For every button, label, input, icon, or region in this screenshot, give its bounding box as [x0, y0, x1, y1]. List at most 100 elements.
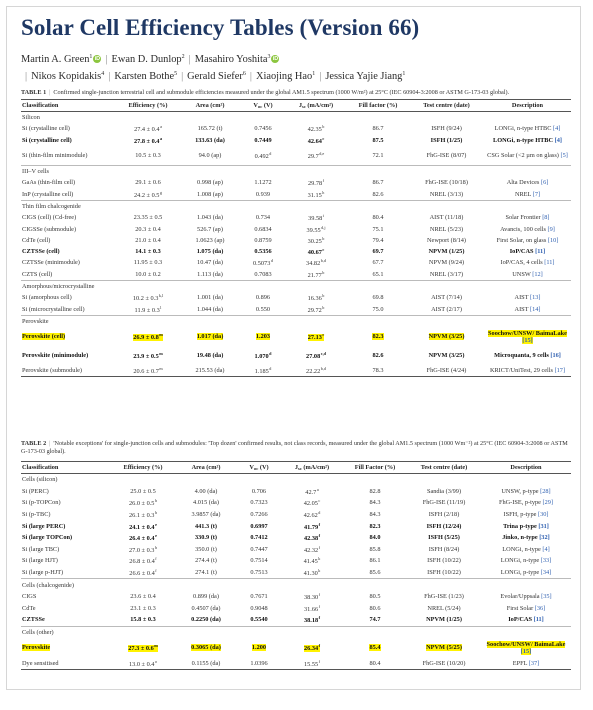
description-text: IoP/CAS — [508, 616, 534, 624]
cell-content: 330.9 (t) — [195, 534, 217, 541]
citation-link[interactable]: [6] — [540, 179, 549, 187]
cell-content: 27.0 ± 0.3b — [129, 545, 157, 554]
description-text: FhG-ISE, p-type — [498, 499, 543, 507]
cell-content: 1.203 — [255, 333, 271, 341]
cell-content: 10.0 ± 0.2 — [135, 271, 161, 278]
cell-value: 26.0 ± 0.5 — [128, 500, 155, 508]
citation-link[interactable]: [30] — [537, 511, 549, 519]
cell-voc: 0.5073d — [241, 257, 285, 268]
cell-value: 85.8 — [369, 545, 381, 553]
cell-content: 0.2250 (da) — [191, 616, 221, 623]
cell-value: Si (PERC) — [22, 487, 49, 495]
cell-voc: 0.550 — [241, 303, 285, 315]
cell-value: Si (thin-film minimodule) — [22, 151, 88, 159]
cell-content: 0.939 — [256, 191, 270, 198]
footnote-marker: i — [322, 213, 324, 219]
cell-description: IoP/CAS [11] — [481, 614, 571, 626]
cell-content: Si (p-TBC) — [22, 511, 51, 518]
cell-value: 0.7514 — [250, 557, 268, 565]
citation-link[interactable]: [28] — [540, 487, 551, 495]
cell-value: 39.55 — [306, 226, 321, 234]
citation-link[interactable]: [7] — [532, 190, 541, 198]
footnote-marker: c — [318, 498, 321, 504]
footnote-marker: a — [316, 486, 319, 492]
cell-content: 82.3 — [372, 333, 384, 341]
cell-content: Newport (8/14) — [427, 237, 466, 244]
cell-classification: Si (amorphous cell) — [21, 292, 117, 303]
cell-content: IoP/CAS [11] — [510, 248, 546, 255]
cell-content: AIST (7/14) — [431, 294, 462, 301]
cell-test-centre: NPVM (1/25) — [409, 246, 484, 257]
citation-link[interactable]: [11] — [544, 259, 555, 267]
cell-description: KRICT/UniTest, 29 cells [17] — [484, 365, 571, 378]
orcid-icon[interactable]: iD — [93, 55, 102, 63]
cell-classification: Perovskite — [21, 638, 111, 657]
cell-value: NREL (3/17) — [429, 270, 464, 278]
cell-content: 31.66f — [304, 604, 320, 613]
group-row: III–V cells — [21, 164, 571, 178]
cell-content: CIGS (cell) (Cd-free) — [22, 214, 76, 221]
cell-content: CZTSSe — [22, 616, 45, 623]
column-header-test-centre: Test centre (date) — [409, 99, 484, 112]
citation-link[interactable]: [14] — [529, 305, 541, 313]
cell-content: 0.734 — [256, 214, 270, 221]
citation-link[interactable]: [37] — [528, 659, 540, 667]
citation-link[interactable]: [32] — [539, 534, 550, 542]
cell-fill-factor: 86.7 — [347, 123, 409, 134]
table-row: CZTSSe (cell) 14.1 ± 0.3 1.075 (da) 0.5356 4… — [21, 246, 571, 257]
table-row: Dye sensitised 13.0 ± 0.4o 0.1155 (da) 1.03… — [21, 657, 571, 670]
citation-link[interactable]: [11] — [533, 616, 544, 624]
citation-link[interactable]: [8] — [542, 214, 550, 222]
cell-value: 26.1 ± 0.3 — [128, 512, 155, 520]
cell-content: FhG-ISE, p-type [29] — [499, 499, 553, 506]
citation-link[interactable]: [10] — [547, 236, 559, 244]
citation-link[interactable]: [4] — [553, 125, 561, 133]
affiliation-marker: 1 — [402, 71, 406, 77]
cell-content: 86.7 — [372, 125, 383, 132]
cell-test-centre: NPVM (3/25) — [409, 327, 484, 346]
cell-jsc: 15.55f — [281, 657, 343, 670]
footnote-marker: c,d — [320, 351, 326, 357]
citation-link[interactable]: [31] — [538, 522, 549, 530]
citation-link[interactable]: [15] — [522, 336, 533, 344]
citation-link[interactable]: [12] — [532, 270, 543, 278]
citation-link[interactable]: [33] — [540, 557, 552, 565]
cell-fill-factor: 78.3 — [347, 365, 409, 378]
citation-link[interactable]: [4] — [554, 136, 562, 144]
citation-link[interactable]: [4] — [542, 545, 550, 553]
cell-voc: 0.7447 — [237, 544, 281, 556]
citation-link[interactable]: [36] — [534, 604, 546, 612]
cell-value: Si (p-TBC) — [22, 511, 51, 519]
description-text: Solar Frontier — [505, 214, 543, 222]
cell-description: IoP/CAS [11] — [484, 246, 571, 257]
cell-voc: 0.5356 — [241, 246, 285, 257]
description-text: LONGi, n-type HTBC — [493, 136, 555, 144]
citation-link[interactable]: [9] — [547, 225, 555, 233]
cell-jsc: 42.64c — [285, 135, 347, 146]
cell-value: 19.48 (da) — [196, 352, 224, 360]
cell-fill-factor: 84.3 — [343, 497, 407, 509]
citation-link[interactable]: [29] — [542, 499, 554, 507]
citation-link[interactable]: [15] — [520, 647, 532, 655]
orcid-icon[interactable]: iD — [271, 55, 280, 63]
cell-description: AIST [14] — [484, 303, 571, 315]
citation-link[interactable]: [17] — [554, 367, 566, 375]
citation-link[interactable]: [16] — [550, 352, 561, 360]
cell-efficiency: 27.8 ± 0.4a — [117, 135, 179, 146]
cell-content: Si (large HJT) — [22, 557, 58, 564]
table-row: CZTSSe 15.8 ± 0.3 0.2250 (da) 0.5540 38.18f 7… — [21, 614, 571, 626]
cell-voc: 1.200 — [237, 638, 281, 657]
footnote-marker: f — [318, 615, 321, 621]
citation-link[interactable]: [35] — [541, 593, 552, 601]
cell-content: 78.3 — [372, 367, 383, 374]
footnote-marker: b — [154, 510, 158, 516]
cell-content: 0.7323 — [250, 499, 267, 506]
citation-link[interactable]: [34] — [540, 569, 552, 577]
citation-link[interactable]: [11] — [535, 248, 546, 256]
cell-value: 23.9 ± 0.5 — [133, 353, 159, 361]
citation-link[interactable]: [13] — [529, 294, 541, 302]
citation-link[interactable]: [5] — [560, 151, 568, 159]
table-row: Si (p-TBC) 26.1 ± 0.3b 3.9857 (da) 0.7266 42… — [21, 509, 571, 521]
footnote-marker: k — [318, 568, 321, 574]
cell-efficiency: 10.5 ± 0.3 — [117, 146, 179, 166]
